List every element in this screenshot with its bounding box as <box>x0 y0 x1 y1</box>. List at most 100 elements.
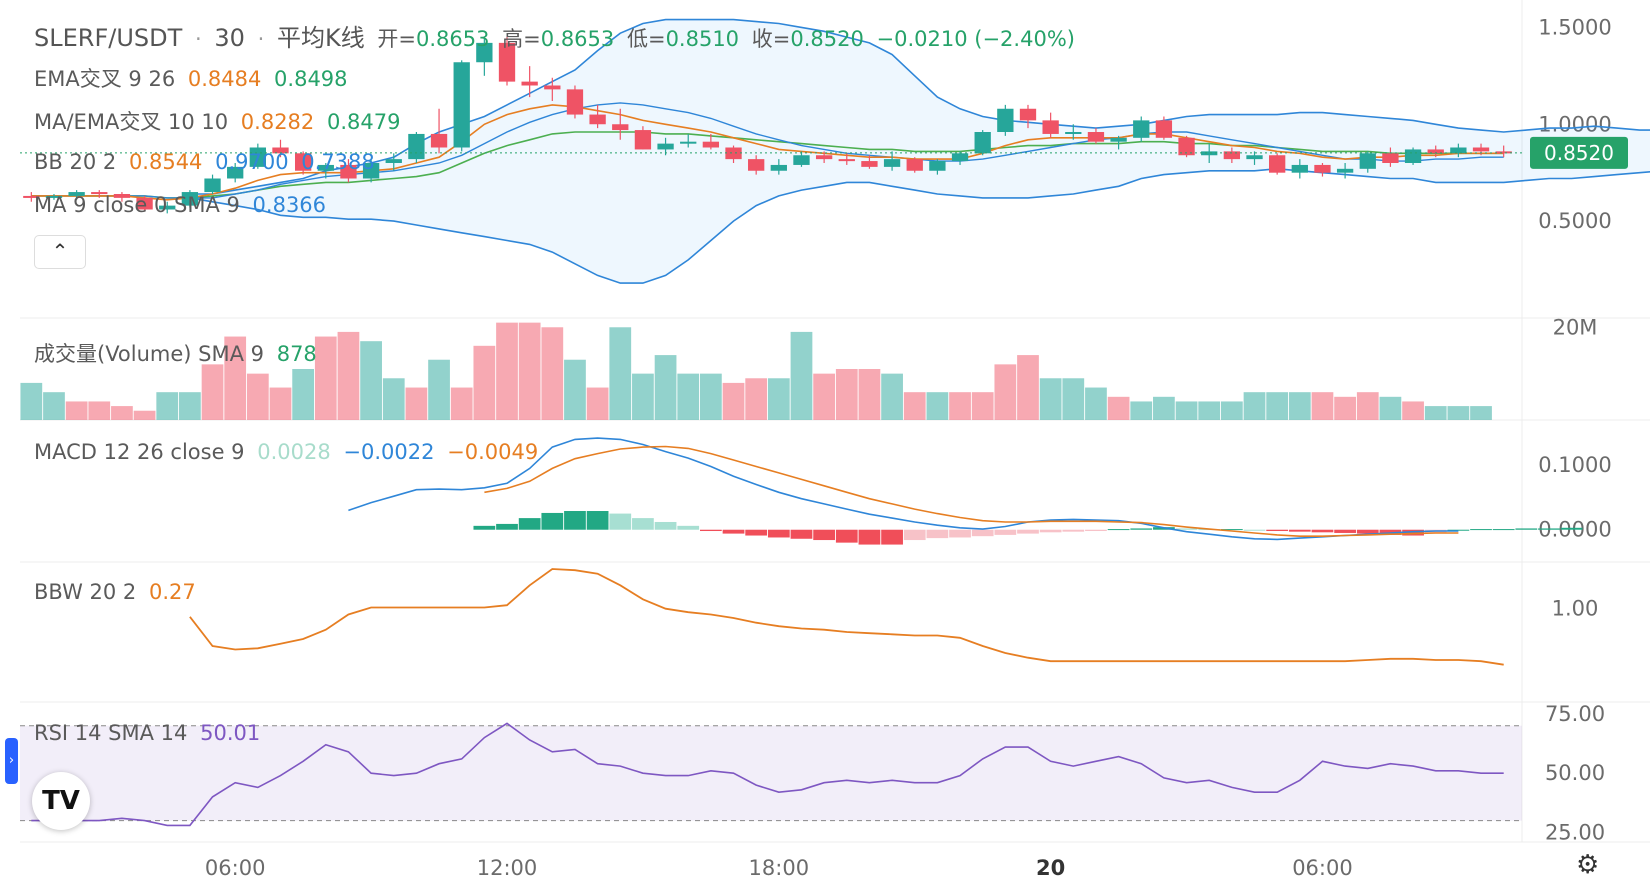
legend-bb[interactable]: BB 20 2 0.8544 0.9700 0.7388 <box>34 150 381 174</box>
maema-value-2: 0.8479 <box>326 110 401 134</box>
last-price-tag <box>1530 136 1628 169</box>
rsi-line <box>31 722 1504 827</box>
candle-body <box>136 197 153 210</box>
candle-body <box>725 147 742 160</box>
macd-histogram-bar <box>1266 529 1289 532</box>
chevron-right-icon: › <box>8 753 15 768</box>
tradingview-logo[interactable]: TV <box>32 772 90 830</box>
volume-bar <box>564 359 586 420</box>
volume-bar <box>632 373 654 420</box>
rsi-value: 50.01 <box>200 721 261 745</box>
volume-bar <box>65 401 88 420</box>
candle-body <box>544 85 561 90</box>
macd-histogram-bar <box>518 518 541 530</box>
volume-bar <box>1334 396 1356 420</box>
ema-label: EMA交叉 9 26 <box>34 67 176 91</box>
candle-body <box>680 141 697 144</box>
volume-value: 878 <box>276 342 317 366</box>
volume-bar <box>1175 401 1198 420</box>
time-axis-label: 12:00 <box>477 856 538 880</box>
logo-icon: TV <box>42 786 80 816</box>
volume-bar <box>337 331 360 420</box>
legend-volume[interactable]: 成交量(Volume) SMA 9 878 <box>34 338 323 368</box>
settings-gear-icon[interactable]: ⚙ <box>1576 850 1599 880</box>
candle-body <box>906 159 923 171</box>
candle-body <box>1042 120 1059 134</box>
macd-histogram-bar <box>1085 529 1107 532</box>
price-change: −0.0210 (−2.40%) <box>876 27 1075 51</box>
macd-histogram-bar <box>926 529 949 539</box>
candle-body <box>657 143 674 150</box>
candle-body <box>249 147 266 167</box>
volume-bar <box>179 392 201 420</box>
price-axis-tick: 0.5000 <box>1538 209 1611 233</box>
volume-bar <box>224 336 247 420</box>
ema-slow-line <box>31 131 1504 199</box>
maema-label: MA/EMA交叉 10 10 <box>34 110 229 134</box>
macd-histogram-bar <box>1175 528 1198 530</box>
macd-line-value: −0.0022 <box>343 440 435 464</box>
volume-bar <box>745 378 768 420</box>
candle-body <box>68 192 85 196</box>
candle-body <box>453 62 470 148</box>
macd-histogram-bar <box>632 518 654 530</box>
bbw-line <box>189 568 1504 666</box>
ema-value-1: 0.8484 <box>187 67 262 91</box>
symbol-name[interactable]: SLERF/USDT <box>34 24 183 52</box>
macd-histogram-bar <box>699 529 722 532</box>
volume-bar <box>949 392 971 420</box>
macd-histogram-bar <box>609 513 632 530</box>
collapse-legend-button[interactable]: ⌃ <box>34 235 86 269</box>
candle-body <box>227 166 244 179</box>
ma-line <box>31 102 1504 199</box>
legend-rsi[interactable]: RSI 14 SMA 14 50.01 <box>34 721 266 745</box>
ohlc-high-label: 高= <box>502 27 541 51</box>
rsi-axis-tick: 50.00 <box>1545 761 1605 785</box>
macd-histogram-bar <box>1311 529 1334 533</box>
macd-histogram-bar <box>1243 529 1266 531</box>
time-axis-label: 06:00 <box>205 856 266 880</box>
volume-bar <box>43 392 65 420</box>
candle-body <box>1133 120 1150 138</box>
macd-histogram-bar <box>994 529 1017 535</box>
interval[interactable]: 30 <box>214 24 245 52</box>
candle-body <box>408 133 425 160</box>
legend-macd[interactable]: MACD 12 26 close 9 0.0028 −0.0022 −0.004… <box>34 440 544 464</box>
volume-bar <box>382 378 405 420</box>
candle-body <box>45 195 63 198</box>
candle-body <box>793 155 810 165</box>
macd-histogram-bar <box>1334 529 1356 533</box>
volume-bar <box>1198 401 1221 420</box>
volume-bar <box>450 387 473 420</box>
volume-bar <box>1107 396 1130 420</box>
time-axis-label: 06:00 <box>1292 856 1353 880</box>
volume-bar <box>1266 392 1289 420</box>
macd-histogram-bar <box>835 529 858 543</box>
side-panel-toggle[interactable]: › <box>5 738 18 784</box>
macd-histogram-bar <box>1356 529 1379 534</box>
chart-type[interactable]: 平均K线 <box>276 24 365 52</box>
candle-body <box>883 159 901 167</box>
volume-bar <box>360 341 382 420</box>
candle-body <box>1065 132 1082 134</box>
volume-bar <box>1356 392 1379 420</box>
volume-bar <box>654 355 677 420</box>
legend-maema[interactable]: MA/EMA交叉 10 10 0.8282 0.8479 <box>34 106 406 136</box>
symbol-header: SLERF/USDT · 30 · 平均K线 开=0.8653 高=0.8653… <box>34 24 1075 52</box>
volume-bar <box>1470 406 1492 420</box>
legend-ema[interactable]: EMA交叉 9 26 0.8484 0.8498 <box>34 63 354 93</box>
volume-bar <box>881 373 903 420</box>
candle-body <box>589 114 606 125</box>
candle-body <box>634 130 652 150</box>
legend-bbw[interactable]: BBW 20 2 0.27 <box>34 580 202 604</box>
macd-histogram-bar <box>677 525 700 530</box>
rsi-axis-tick: 25.00 <box>1545 821 1605 845</box>
macd-histogram-bar <box>473 525 496 530</box>
volume-bar <box>699 373 722 420</box>
legend-ma[interactable]: MA 9 close 0 SMA 9 0.8366 <box>34 193 332 217</box>
volume-bar <box>609 327 632 420</box>
macd-histogram-bar <box>541 512 564 530</box>
macd-axis-tick: 0.1000 <box>1538 453 1611 477</box>
volume-bar <box>1447 406 1470 420</box>
